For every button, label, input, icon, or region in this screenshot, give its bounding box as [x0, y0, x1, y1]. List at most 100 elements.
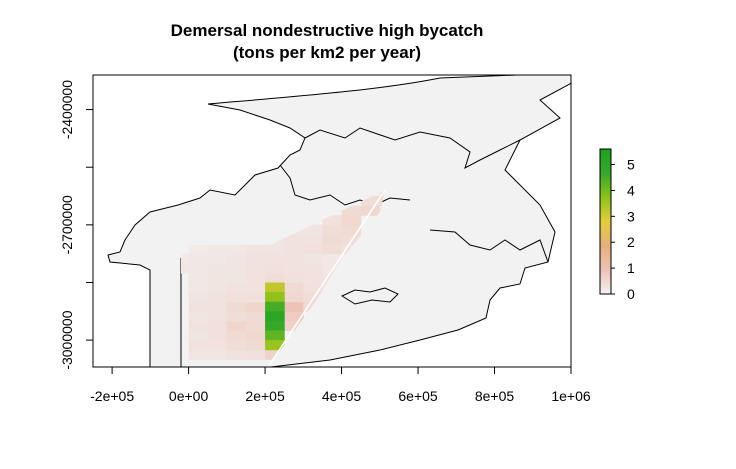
heatmap-cell	[265, 292, 285, 303]
heatmap-cell	[246, 253, 266, 264]
heatmap-cell	[246, 320, 266, 331]
coastline-north	[304, 127, 521, 170]
heatmap-cell	[284, 311, 304, 322]
heatmap-cell	[341, 205, 362, 216]
heatmap-cell	[322, 263, 342, 274]
heatmap-cell	[246, 263, 266, 274]
heatmap-cell	[188, 330, 209, 341]
heatmap-cell	[322, 224, 342, 235]
heatmap-cell	[207, 282, 228, 293]
x-tick-label: 6e+05	[398, 388, 438, 404]
heatmap-cell	[188, 263, 209, 274]
heatmap-cell	[322, 234, 342, 245]
heatmap-cell	[284, 320, 304, 331]
heatmap-cell	[246, 330, 266, 341]
legend-colorbar: 0 1 2 3 4 5	[599, 148, 635, 302]
heatmap-cell	[207, 263, 228, 274]
heatmap-cell	[265, 311, 285, 322]
heatmap-cell	[284, 272, 304, 283]
legend-tick-label: 1	[627, 260, 635, 276]
heatmap-cell	[341, 215, 362, 226]
strip-edge-line	[267, 189, 386, 367]
x-axis: -2e+05 0e+00 2e+05 4e+05 6e+05 8e+05 1e+06	[90, 366, 591, 404]
heatmap-cell	[207, 272, 228, 283]
heatmap-cell	[265, 244, 285, 255]
heatmap-cell	[207, 253, 228, 264]
heatmap-cell	[226, 253, 247, 264]
chart-title: Demersal nondestructive high bycatch	[171, 21, 484, 40]
heatmap-cell	[226, 244, 247, 255]
map-layer	[107, 75, 571, 367]
coastline-east	[429, 229, 549, 263]
heatmap-cell	[265, 301, 285, 312]
heatmap-cell	[246, 244, 266, 255]
heatmap-cell	[207, 330, 228, 341]
heatmap-cell	[246, 311, 266, 322]
heatmap-cell	[322, 253, 342, 264]
heatmap-cell	[246, 282, 266, 293]
heatmap-cell	[188, 311, 209, 322]
heatmap-cell	[246, 301, 266, 312]
heatmap-cell	[246, 292, 266, 303]
heatmap-cell	[207, 301, 228, 312]
heatmap-cell	[322, 244, 342, 255]
legend-tick-label: 0	[627, 286, 635, 302]
heatmap-cell	[284, 292, 304, 303]
heatmap-cell	[207, 292, 228, 303]
heatmap-cell	[226, 330, 247, 341]
heatmap-cell	[341, 234, 362, 245]
heatmap-cell	[341, 224, 362, 235]
y-tick-label: -3000000	[59, 310, 75, 369]
heatmap-cell	[265, 272, 285, 283]
y-axis: -2400000 -2700000 -3000000	[59, 80, 94, 370]
y-tick-label: -2400000	[59, 80, 75, 139]
heatmap-cell	[226, 272, 247, 283]
x-tick-label: -2e+05	[90, 388, 134, 404]
legend-tick-label: 4	[627, 182, 635, 198]
heatmap-cell	[303, 282, 323, 293]
heatmap-cell	[207, 340, 228, 351]
heatmap-cell	[265, 320, 285, 331]
heatmap-cell	[303, 263, 323, 274]
heatmap-cell	[188, 340, 209, 351]
heatmap-cell	[379, 196, 385, 207]
heatmap-cell	[226, 301, 247, 312]
heatmap-cell	[265, 282, 285, 293]
heatmap-cell	[181, 263, 190, 274]
heatmap-cell	[207, 244, 228, 255]
x-tick-label: 0e+00	[169, 388, 209, 404]
heatmap-cell	[284, 253, 304, 264]
heatmap-cell	[246, 340, 266, 351]
heatmap-cell	[303, 272, 323, 283]
heatmap-cell	[265, 253, 285, 264]
x-tick-label: 2e+05	[245, 388, 285, 404]
x-tick-label: 8e+05	[475, 388, 515, 404]
island-1	[340, 287, 399, 305]
heatmap-cell	[188, 301, 209, 312]
heatmap-cell	[188, 272, 209, 283]
legend-colorbar-fill	[599, 148, 612, 295]
heatmap-cell	[226, 349, 247, 360]
heatmap-cell	[188, 349, 209, 360]
heatmap-cell	[207, 311, 228, 322]
heatmap-cell	[265, 340, 285, 351]
heatmap-cell	[265, 330, 285, 341]
heatmap-cell	[360, 196, 381, 207]
heatmap-cell	[284, 263, 304, 274]
heatmap-cell	[207, 349, 228, 360]
heatmap-cell	[284, 234, 304, 245]
heatmap-cell	[265, 349, 285, 360]
x-tick-label: 1e+06	[551, 388, 591, 404]
heatmap-cell	[303, 234, 323, 245]
heatmap-cell	[246, 272, 266, 283]
heatmap-cell	[188, 320, 209, 331]
heatmap-cell	[188, 244, 209, 255]
heatmap-cell	[188, 253, 209, 264]
chart-subtitle: (tons per km2 per year)	[233, 43, 421, 62]
x-tick-label: 4e+05	[322, 388, 362, 404]
heatmap-cell	[284, 282, 304, 293]
heatmap-cell	[188, 292, 209, 303]
heatmap-cell	[303, 292, 323, 303]
